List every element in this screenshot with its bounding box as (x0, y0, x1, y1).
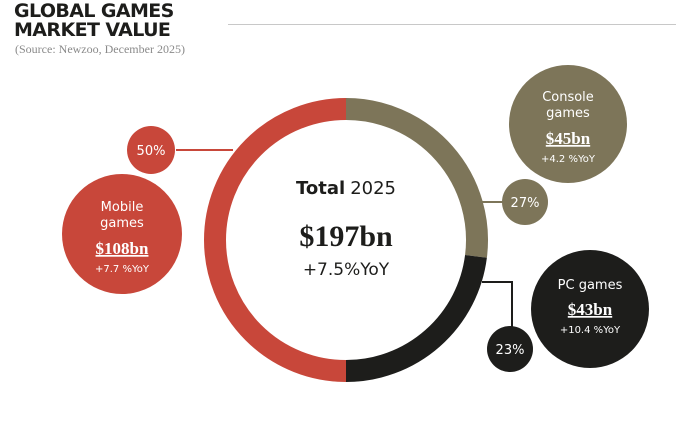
share-label-console: 27% (511, 196, 540, 211)
leader-line-pc (482, 281, 513, 332)
center-growth: +7.5%YoY (303, 260, 390, 280)
category-growth-pc: +10.4 %YoY (560, 325, 621, 336)
header-divider (228, 24, 676, 25)
center-total-label: Total 2025 (296, 178, 396, 199)
category-bubble-console (509, 65, 627, 183)
share-bubble-pc (487, 326, 533, 372)
category-bubble-mobile (62, 174, 182, 294)
center-total-word: Total (296, 178, 345, 199)
category-growth-console: +4.2 %YoY (541, 154, 596, 165)
bubble-group-pc: PC games $43bn +10.4 %YoY 23% (487, 250, 649, 372)
chart-title-line-2: MARKET VALUE (14, 19, 171, 41)
donut-segment-console (345, 98, 488, 258)
category-value-mobile: $108bn (96, 239, 149, 258)
share-label-pc: 23% (496, 343, 525, 358)
category-name-console-2: games (546, 106, 590, 121)
chart-title-line-1: GLOBAL GAMES (14, 0, 174, 22)
source-note: (Source: Newzoo, December 2025) (15, 42, 185, 56)
donut-ring (204, 98, 488, 382)
donut-segment-pc (345, 254, 487, 382)
category-growth-mobile: +7.7 %YoY (95, 264, 150, 275)
donut-segment-mobile (204, 98, 347, 382)
chart-title: GLOBAL GAMES MARKET VALUE (14, 2, 174, 40)
center-total-year: 2025 (350, 178, 396, 199)
center-label: Total 2025 $197bn +7.5%YoY (296, 178, 396, 280)
share-bubble-console (502, 179, 548, 225)
category-name-console-1: Console (542, 90, 594, 105)
category-name-mobile-2: games (100, 216, 144, 231)
category-value-console: $45bn (546, 129, 591, 148)
category-name-pc-1: PC games (558, 278, 623, 293)
category-name-mobile-1: Mobile (101, 200, 144, 215)
share-label-mobile: 50% (137, 144, 166, 159)
center-total-value: $197bn (299, 220, 393, 253)
share-bubble-mobile (127, 126, 175, 174)
category-value-pc: $43bn (568, 300, 613, 319)
category-bubble-pc (531, 250, 649, 368)
